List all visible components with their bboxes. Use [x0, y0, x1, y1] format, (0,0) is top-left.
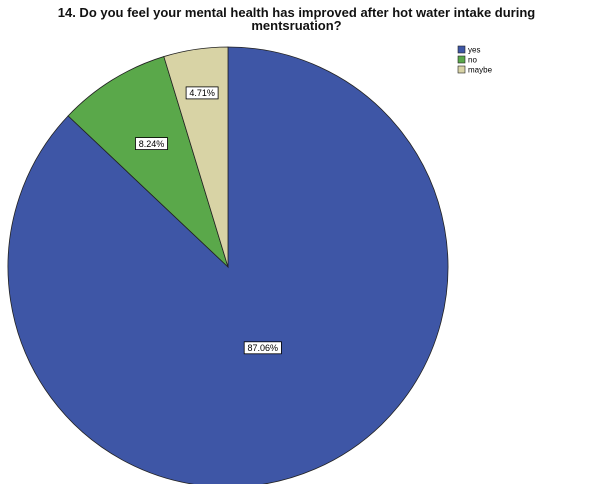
pie-slice-maybe	[163, 46, 229, 268]
slice-label-text-yes: 87.06%	[248, 343, 279, 353]
pie-labels: 87.06% 8.24% 4.71%	[135, 86, 282, 355]
legend-label-no: no	[468, 56, 477, 65]
pie-slices	[7, 46, 449, 484]
chart-title-line-2: mentsruation?	[251, 18, 342, 33]
chart-title-line-1: 14. Do you feel your mental health has i…	[57, 5, 536, 20]
slice-label-text-maybe: 4.71%	[189, 88, 215, 98]
slice-label-yes: 87.06%	[243, 341, 282, 355]
legend-label-maybe: maybe	[468, 66, 493, 75]
pie-slice-no	[67, 56, 229, 269]
slice-label-maybe: 4.71%	[185, 86, 219, 100]
legend-item-maybe: maybe	[457, 65, 493, 75]
legend-item-yes: yes	[457, 45, 480, 55]
slice-label-no: 8.24%	[135, 137, 168, 151]
chart-title: 14. Do you feel your mental health has i…	[0, 6, 593, 32]
legend-swatch-no	[457, 55, 466, 64]
slice-label-text-no: 8.24%	[139, 139, 165, 149]
legend-swatch-yes	[457, 45, 466, 54]
legend-swatch-maybe	[457, 65, 466, 74]
legend-item-no: no	[457, 55, 477, 65]
legend-label-yes: yes	[468, 46, 480, 55]
